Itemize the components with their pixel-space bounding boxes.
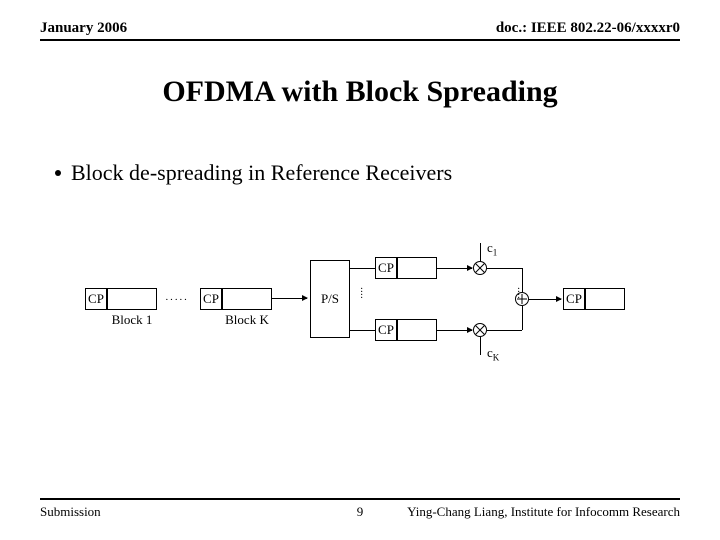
arrow-to-ps bbox=[272, 298, 307, 299]
cp-final-label: CP bbox=[566, 291, 582, 307]
mult-bot-out bbox=[487, 330, 522, 331]
header-date: January 2006 bbox=[40, 20, 127, 37]
bullet-dot-icon bbox=[55, 170, 61, 176]
block1-label: Block 1 bbox=[97, 312, 167, 328]
footer-rule bbox=[40, 498, 680, 500]
block-box-k bbox=[222, 288, 272, 310]
ps-output-vdots: ···· bbox=[360, 288, 363, 300]
ps-out-top1 bbox=[350, 268, 375, 269]
block-box-1 bbox=[107, 288, 157, 310]
c1-label: c1 bbox=[487, 240, 497, 258]
multiplier-bot bbox=[473, 323, 487, 337]
blk-out-bot bbox=[397, 319, 437, 341]
ps-out-bot1 bbox=[350, 330, 375, 331]
slide-footer: Submission Ying-Chang Liang, Institute f… bbox=[40, 504, 680, 520]
c1-line bbox=[480, 243, 481, 261]
cp-out-bot-label: CP bbox=[378, 322, 394, 338]
footer-right: Ying-Chang Liang, Institute for Infocomm… bbox=[407, 504, 680, 520]
arrow-top-mult bbox=[437, 268, 472, 269]
sum-v-bot bbox=[522, 306, 523, 330]
cK-label: cK bbox=[487, 345, 499, 363]
cp-label-1: CP bbox=[88, 291, 104, 307]
adder bbox=[515, 292, 529, 306]
bullet-text: Block de-spreading in Reference Receiver… bbox=[71, 160, 452, 185]
slide-header: January 2006 doc.: IEEE 802.22-06/xxxxr0 bbox=[40, 20, 680, 41]
blk-final bbox=[585, 288, 625, 310]
header-doc: doc.: IEEE 802.22-06/xxxxr0 bbox=[496, 20, 680, 37]
blockK-label: Block K bbox=[212, 312, 282, 328]
bullet-line: Block de-spreading in Reference Receiver… bbox=[55, 160, 452, 186]
cp-box-1: CP bbox=[85, 288, 107, 310]
cp-final: CP bbox=[563, 288, 585, 310]
cK-line bbox=[480, 337, 481, 355]
inter-block-dots: ····· bbox=[165, 294, 188, 306]
arrow-bot-mult bbox=[437, 330, 472, 331]
mult-top-out bbox=[487, 268, 522, 269]
footer-left: Submission bbox=[40, 504, 101, 520]
adder-out bbox=[529, 299, 561, 300]
blk-out-top bbox=[397, 257, 437, 279]
cp-out-top: CP bbox=[375, 257, 397, 279]
multiplier-top bbox=[473, 261, 487, 275]
block-spreading-diagram: CP Block 1 ····· CP Block K P/S CP c1 ··… bbox=[85, 240, 655, 370]
ps-box: P/S bbox=[310, 260, 350, 338]
cp-out-bot: CP bbox=[375, 319, 397, 341]
cp-label-k: CP bbox=[203, 291, 219, 307]
slide-title: OFDMA with Block Spreading bbox=[0, 75, 720, 109]
cp-out-top-label: CP bbox=[378, 260, 394, 276]
sum-v-top bbox=[522, 268, 523, 292]
cp-box-k: CP bbox=[200, 288, 222, 310]
ps-label: P/S bbox=[321, 291, 339, 307]
